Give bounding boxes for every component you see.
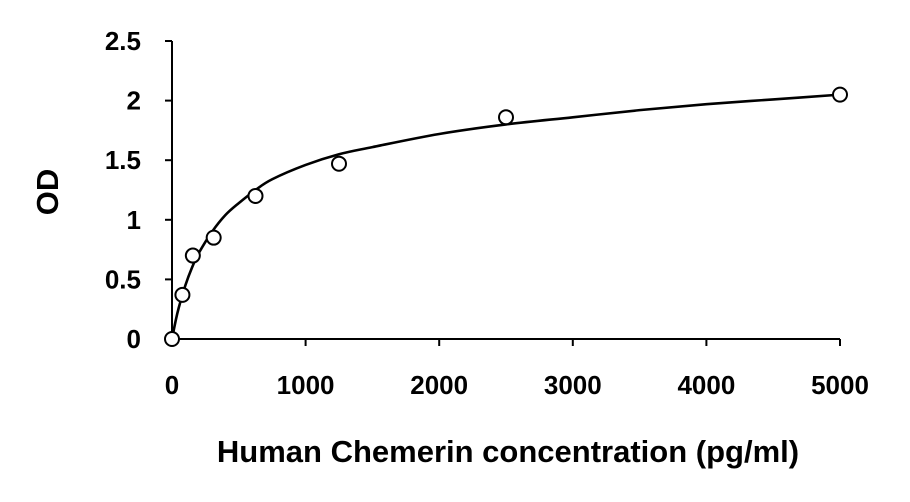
data-point <box>184 247 201 264</box>
y-tick-label: 1.5 <box>105 145 141 175</box>
data-points-layer <box>164 86 848 347</box>
data-point <box>247 187 264 204</box>
data-point <box>832 86 848 103</box>
y-tick-label: 0 <box>127 324 141 354</box>
data-point <box>164 331 180 347</box>
x-tick-label: 1000 <box>277 370 335 400</box>
x-axis-title: Human Chemerin concentration (pg/ml) <box>217 434 799 469</box>
fit-curve-layer <box>170 93 841 340</box>
data-point <box>498 109 514 126</box>
x-tick-label: 2000 <box>410 370 468 400</box>
y-axis-title: OD <box>30 169 65 216</box>
data-point <box>205 229 222 246</box>
fit-curve-line <box>170 93 841 340</box>
data-point <box>174 286 191 303</box>
x-tick-label: 0 <box>165 370 179 400</box>
x-tick-label: 3000 <box>544 370 602 400</box>
y-tick-label: 2.5 <box>105 26 141 56</box>
ticks: 0 1000 2000 3000 4000 5000 0 0.5 1 1.5 2 2.5 <box>105 26 869 400</box>
y-tick-label: 0.5 <box>105 264 141 294</box>
y-tick-label: 1 <box>127 205 141 235</box>
y-tick-label: 2 <box>127 86 141 116</box>
x-tick-label: 4000 <box>677 370 735 400</box>
x-tick-label: 5000 <box>811 370 869 400</box>
data-point <box>331 155 347 172</box>
axes <box>171 41 840 340</box>
